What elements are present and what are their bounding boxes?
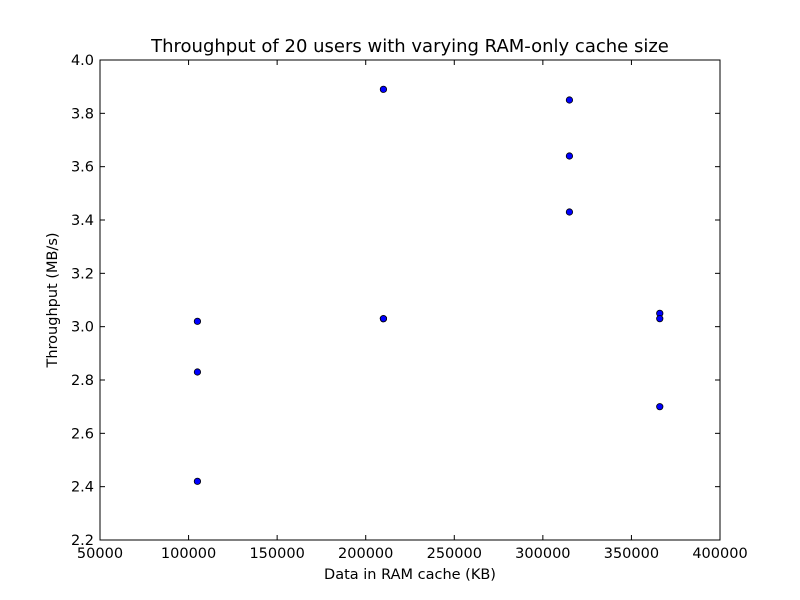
- y-tick-label: 3.0: [71, 320, 94, 336]
- y-tick-label: 2.4: [71, 480, 94, 496]
- y-tick-label: 2.2: [71, 533, 94, 549]
- x-tick-label: 350000: [604, 546, 659, 562]
- chart-title: Throughput of 20 users with varying RAM-…: [150, 36, 669, 57]
- x-tick-label: 300000: [515, 546, 570, 562]
- x-tick-label: 400000: [692, 546, 747, 562]
- data-points: [193, 85, 664, 485]
- y-tick-label: 2.8: [71, 373, 94, 389]
- x-tick-label: 250000: [427, 546, 482, 562]
- x-tick-label: 100000: [161, 546, 216, 562]
- y-tick-label: 3.2: [71, 266, 94, 282]
- data-point: [565, 96, 574, 104]
- axis-ticks: 50000 100000 150000 200000 250000 300000 35000…: [71, 53, 748, 562]
- y-tick-label: 4.0: [71, 53, 94, 69]
- x-axis-label: Data in RAM cache (KB): [324, 567, 496, 583]
- data-point: [656, 403, 664, 411]
- y-tick-label: 2.6: [71, 426, 94, 442]
- data-point: [656, 315, 664, 323]
- x-tick-label: 50000: [77, 546, 123, 562]
- x-tick-label: 150000: [249, 546, 304, 562]
- data-point: [379, 85, 388, 93]
- data-point: [193, 477, 202, 485]
- y-tick-label: 3.4: [71, 213, 94, 229]
- data-point: [565, 208, 574, 216]
- data-point: [193, 368, 202, 376]
- plot-frame: [99, 59, 721, 541]
- y-tick-label: 3.6: [71, 160, 94, 176]
- y-axis-label: Throughput (MB/s): [45, 232, 61, 368]
- data-point: [565, 152, 574, 160]
- y-tick-label: 3.8: [71, 106, 94, 122]
- x-tick-label: 200000: [338, 546, 393, 562]
- data-point: [193, 317, 202, 325]
- data-point: [379, 315, 388, 323]
